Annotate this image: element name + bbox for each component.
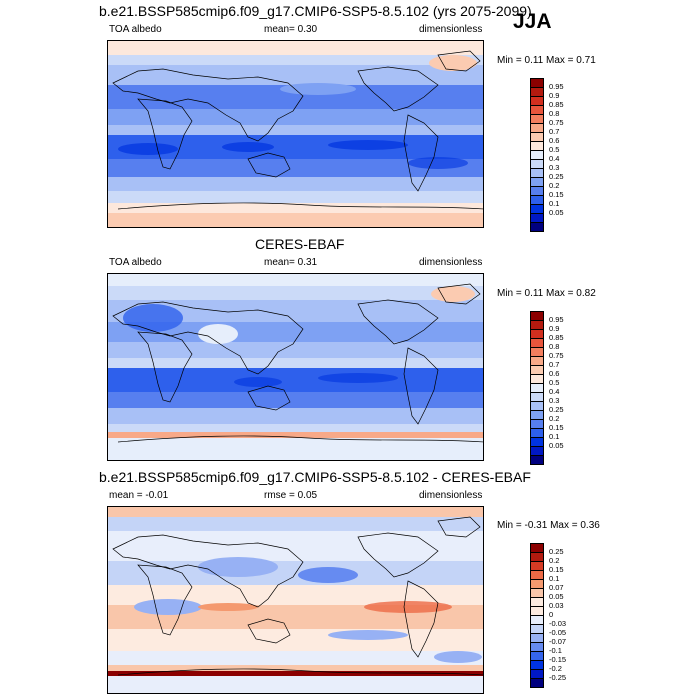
colorbar-swatch <box>530 455 544 465</box>
colorbar-tick-label: 0.1 <box>549 432 560 441</box>
colorbar-tick-label: 0.8 <box>549 342 560 351</box>
panel-title: b.e21.BSSP585cmip6.f09_g17.CMIP6-SSP5-8.… <box>99 469 531 485</box>
colorbar-tick-label: 0.2 <box>549 414 560 423</box>
colorbar-tick-label: 0.6 <box>549 136 560 145</box>
colorbar-tick-label: -0.03 <box>549 619 567 628</box>
colorbar-tick-label: 0.03 <box>549 601 564 610</box>
rmse-label: rmse = 0.05 <box>264 490 318 501</box>
colorbar-tick-label: 0.6 <box>549 369 560 378</box>
colorbar-tick-label: 0.3 <box>549 163 560 172</box>
units-label: dimensionless <box>419 24 483 35</box>
map-canvas <box>108 41 483 227</box>
colorbar-tick-label: 0.4 <box>549 387 560 396</box>
colorbar-tick-label: 0.7 <box>549 127 560 136</box>
colorbar-tick-label: 0.25 <box>549 172 564 181</box>
colorbar-tick-label: 0.5 <box>549 145 560 154</box>
colorbar-tick-label: 0.25 <box>549 547 564 556</box>
colorbar-tick-label: 0.1 <box>549 199 560 208</box>
colorbar-tick-label: 0 <box>549 610 554 619</box>
variable-label: TOA albedo <box>109 257 162 268</box>
colorbar-tick-label: 0.15 <box>549 565 564 574</box>
panel-title: b.e21.BSSP585cmip6.f09_g17.CMIP6-SSP5-8.… <box>99 3 532 19</box>
colorbar-tick-label: 0.15 <box>549 190 564 199</box>
colorbar-tick-label: 0.1 <box>549 574 560 583</box>
map-plot <box>107 40 484 228</box>
colorbar-swatch <box>530 222 544 232</box>
colorbar-tick-label: 0.05 <box>549 208 564 217</box>
colorbar-tick-label: 0.4 <box>549 154 560 163</box>
minmax-label: Min = -0.31 Max = 0.36 <box>497 520 600 531</box>
units-label: dimensionless <box>419 490 483 501</box>
mean-label: mean= 0.30 <box>264 24 318 35</box>
season-label: JJA <box>513 10 552 33</box>
panel-title: CERES-EBAF <box>255 236 345 252</box>
colorbar-tick-label: -0.07 <box>549 637 567 646</box>
colorbar-tick-label: 0.9 <box>549 324 560 333</box>
minmax-label: Min = 0.11 Max = 0.82 <box>497 288 596 299</box>
colorbar-tick-label: 0.85 <box>549 333 564 342</box>
colorbar-tick-label: -0.05 <box>549 628 567 637</box>
coastlines <box>112 283 483 443</box>
colorbar-tick-label: 0.3 <box>549 396 560 405</box>
colorbar-tick-label: 0.95 <box>549 82 564 91</box>
coastlines <box>112 50 483 210</box>
mean-label: mean = -0.01 <box>109 490 169 501</box>
colorbar-tick-label: 0.2 <box>549 556 560 565</box>
mean-label: mean= 0.31 <box>264 257 318 268</box>
map-canvas <box>108 507 483 693</box>
colorbar-tick-label: 0.9 <box>549 91 560 100</box>
colorbar-tick-label: 0.85 <box>549 100 564 109</box>
colorbar-tick-label: 0.2 <box>549 181 560 190</box>
colorbar-tick-label: 0.25 <box>549 405 564 414</box>
colorbar-tick-label: 0.05 <box>549 592 564 601</box>
units-label: dimensionless <box>419 257 483 268</box>
colorbar-tick-label: -0.15 <box>549 655 567 664</box>
colorbar-tick-label: -0.2 <box>549 664 562 673</box>
coastlines <box>112 516 483 676</box>
colorbar-tick-label: 0.15 <box>549 423 564 432</box>
colorbar-tick-label: 0.75 <box>549 118 564 127</box>
colorbar-tick-label: 0.5 <box>549 378 560 387</box>
colorbar-tick-label: 0.07 <box>549 583 564 592</box>
map-plot <box>107 273 484 461</box>
colorbar-tick-label: -0.1 <box>549 646 562 655</box>
colorbar-swatch <box>530 678 544 688</box>
colorbar-tick-label: 0.75 <box>549 351 564 360</box>
colorbar-tick-label: -0.25 <box>549 673 567 682</box>
minmax-label: Min = 0.11 Max = 0.71 <box>497 55 596 66</box>
map-plot <box>107 506 484 694</box>
colorbar-tick-label: 0.05 <box>549 441 564 450</box>
variable-label: TOA albedo <box>109 24 162 35</box>
colorbar-tick-label: 0.7 <box>549 360 560 369</box>
colorbar-tick-label: 0.95 <box>549 315 564 324</box>
map-canvas <box>108 274 483 460</box>
colorbar-tick-label: 0.8 <box>549 109 560 118</box>
